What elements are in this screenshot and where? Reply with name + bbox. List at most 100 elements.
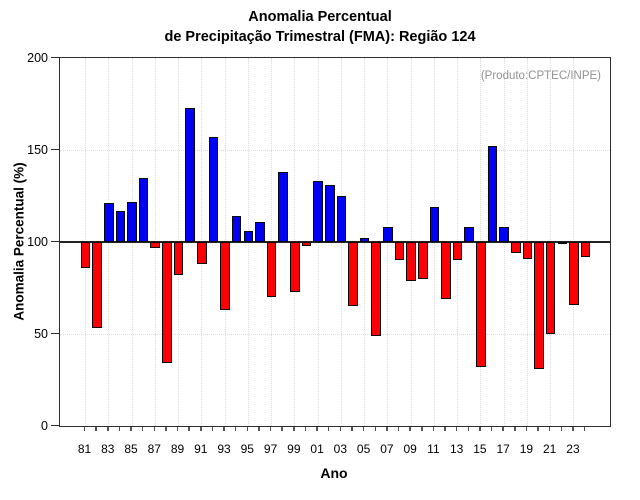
bar-2012 bbox=[441, 242, 451, 300]
x-tick-2003 bbox=[339, 427, 342, 431]
bar-2024 bbox=[580, 242, 591, 257]
y-tick-150 bbox=[51, 148, 59, 150]
x-tick-label-2019: 19 bbox=[519, 442, 534, 456]
bar-2020 bbox=[534, 242, 544, 369]
bar-2010 bbox=[417, 242, 428, 279]
x-tick-1984 bbox=[118, 427, 121, 431]
x-tick-label-1997: 97 bbox=[263, 442, 278, 456]
x-tick-label-2007: 07 bbox=[380, 442, 394, 456]
x-tick-1987 bbox=[153, 427, 156, 431]
x-tick-label-1985: 85 bbox=[124, 442, 138, 456]
chart-title: Anomalia Percentual de Precipitação Trim… bbox=[0, 7, 640, 47]
x-tick-2009 bbox=[409, 427, 411, 431]
bar-1983 bbox=[103, 203, 114, 242]
x-tick-1981 bbox=[83, 427, 86, 431]
x-tick-2002 bbox=[327, 427, 330, 431]
bar-2022 bbox=[557, 242, 568, 244]
x-tick-2014 bbox=[467, 427, 470, 431]
x-tick-label-2011: 11 bbox=[427, 442, 440, 456]
x-tick-1995 bbox=[246, 427, 249, 431]
bar-2019 bbox=[522, 242, 533, 259]
x-tick-1983 bbox=[107, 427, 109, 431]
x-tick-1994 bbox=[234, 427, 237, 431]
bar-1997 bbox=[266, 242, 277, 298]
x-tick-1988 bbox=[165, 427, 167, 431]
bar-1987 bbox=[150, 242, 161, 248]
x-tick-label-1995: 95 bbox=[240, 442, 254, 456]
bar-2014 bbox=[464, 227, 475, 242]
bar-2016 bbox=[487, 146, 498, 242]
bar-2009 bbox=[406, 242, 416, 281]
x-tick-2017 bbox=[502, 427, 504, 431]
bar-2015 bbox=[476, 242, 486, 368]
bar-1996 bbox=[255, 221, 265, 242]
x-tick-1996 bbox=[258, 427, 260, 431]
baseline-100-line bbox=[60, 241, 610, 243]
x-tick-1985 bbox=[130, 427, 132, 431]
bar-2017 bbox=[499, 227, 509, 242]
producer-annotation: (Produto:CPTEC/INPE) bbox=[480, 70, 601, 82]
bar-2001 bbox=[313, 181, 323, 242]
y-tick-200 bbox=[51, 56, 59, 58]
x-tick-2006 bbox=[374, 427, 376, 431]
chart-title-line2: de Precipitação Trimestral (FMA): Região… bbox=[164, 29, 476, 45]
x-tick-2024 bbox=[583, 427, 586, 431]
bar-1990 bbox=[185, 107, 195, 242]
x-tick-label-2001: 01 bbox=[310, 442, 324, 456]
bar-2002 bbox=[324, 184, 335, 242]
bar-2006 bbox=[371, 242, 382, 336]
gridline-h-150 bbox=[60, 150, 610, 151]
x-tick-1990 bbox=[188, 427, 190, 431]
plot-area: (Produto:CPTEC/INPE) bbox=[59, 57, 611, 427]
x-tick-label-1981: 81 bbox=[77, 442, 92, 456]
x-tick-label-2017: 17 bbox=[496, 442, 510, 456]
x-tick-label-1989: 89 bbox=[170, 442, 185, 456]
x-tick-1989 bbox=[176, 427, 179, 431]
bar-2000 bbox=[301, 242, 312, 246]
y-tick-label-150: 150 bbox=[27, 142, 48, 157]
bar-1981 bbox=[80, 242, 91, 268]
x-tick-2013 bbox=[455, 427, 458, 431]
y-tick-0 bbox=[51, 424, 59, 426]
x-tick-label-1987: 87 bbox=[147, 442, 161, 456]
x-tick-2001 bbox=[316, 427, 318, 431]
bar-1998 bbox=[278, 172, 288, 242]
bar-2018 bbox=[511, 242, 521, 254]
bar-2004 bbox=[348, 242, 358, 307]
y-tick-label-200: 200 bbox=[27, 50, 48, 65]
y-tick-label-0: 0 bbox=[41, 418, 48, 433]
x-axis-label: Ano bbox=[320, 465, 348, 481]
bar-1992 bbox=[208, 137, 219, 242]
x-tick-2018 bbox=[514, 427, 516, 431]
x-tick-1999 bbox=[293, 427, 295, 431]
x-tick-2023 bbox=[572, 427, 574, 431]
bar-1989 bbox=[173, 242, 184, 276]
x-tick-1986 bbox=[141, 427, 144, 431]
bar-2007 bbox=[383, 227, 393, 242]
bar-2005 bbox=[359, 238, 370, 242]
chart-title-line1: Anomalia Percentual bbox=[248, 9, 392, 25]
bar-1982 bbox=[92, 242, 102, 329]
x-tick-label-1983: 83 bbox=[101, 442, 115, 456]
x-tick-2005 bbox=[362, 427, 365, 431]
x-tick-label-2015: 15 bbox=[473, 442, 487, 456]
bar-1986 bbox=[138, 177, 149, 242]
x-tick-label-2005: 05 bbox=[356, 442, 371, 456]
bar-2011 bbox=[429, 207, 440, 242]
x-tick-2004 bbox=[351, 427, 353, 431]
bar-1993 bbox=[220, 242, 230, 311]
x-tick-2008 bbox=[397, 427, 400, 431]
x-tick-2007 bbox=[386, 427, 388, 431]
x-tick-label-2009: 09 bbox=[403, 442, 417, 456]
x-tick-1997 bbox=[269, 427, 272, 431]
x-tick-2010 bbox=[421, 427, 423, 431]
x-tick-2020 bbox=[537, 427, 539, 431]
x-tick-1993 bbox=[223, 427, 225, 431]
x-tick-label-2023: 23 bbox=[566, 442, 580, 456]
x-tick-label-1999: 99 bbox=[287, 442, 301, 456]
gridline-h-50 bbox=[60, 334, 610, 335]
x-tick-2000 bbox=[304, 427, 307, 431]
x-tick-1998 bbox=[281, 427, 283, 431]
y-tick-label-100: 100 bbox=[27, 234, 48, 249]
